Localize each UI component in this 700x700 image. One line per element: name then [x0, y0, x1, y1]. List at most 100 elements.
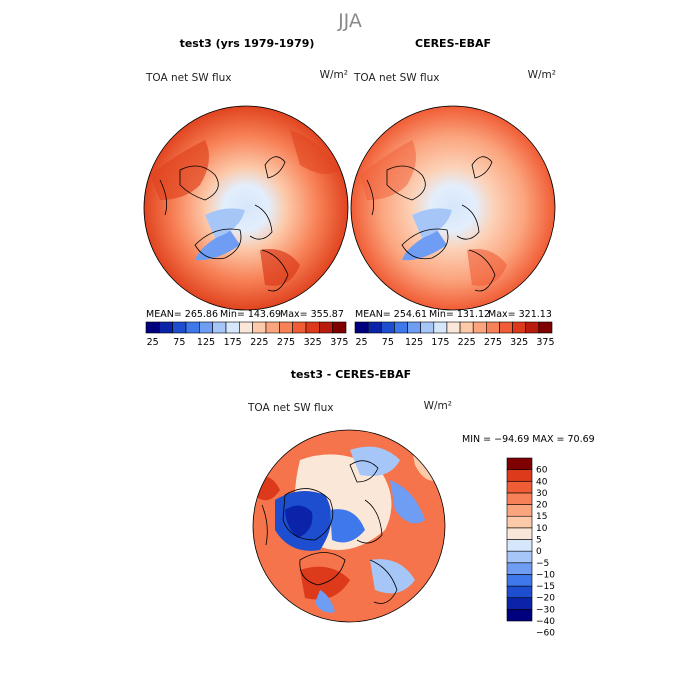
colorbar-swatch: [538, 321, 553, 334]
colorbar-swatch: [199, 321, 213, 334]
colorbar-swatch: [512, 321, 527, 334]
colorbar-swatch: [239, 321, 253, 334]
colorbar-tick-label: 375: [536, 337, 554, 348]
colorbar-tick-label: −60: [536, 629, 555, 639]
coastlines: [261, 460, 398, 604]
colorbar-swatch: [472, 321, 487, 334]
colorbar-tick-label: 20: [536, 501, 548, 511]
coastlines: [366, 156, 496, 292]
colorbar-swatch: [459, 321, 474, 334]
colorbar-tick-label: 10: [536, 524, 548, 534]
colorbar-swatch: [433, 321, 448, 334]
colorbar-tick-label: 60: [536, 466, 548, 476]
variable-label: TOA net SW flux: [247, 402, 333, 414]
stat-max: Max= 355.87: [280, 309, 344, 320]
colorbar-tick-label: 125: [405, 337, 423, 348]
panel-test3: test3 (yrs 1979-1979) TOA net SW flux W/…: [143, 37, 349, 348]
colorbar-swatch: [212, 321, 227, 334]
colorbar-swatch: [279, 321, 293, 334]
colorbar-swatch: [506, 469, 533, 482]
colorbar: 25 75 125 175 225 275 325 375: [145, 321, 348, 348]
colorbar-tick-label: 175: [224, 337, 242, 348]
colorbar-tick-label: 325: [304, 337, 322, 348]
colorbar-swatch: [499, 321, 513, 334]
colorbar-swatch: [407, 321, 421, 334]
colorbar-tick-label: 225: [250, 337, 268, 348]
colorbar-tick-label: 40: [536, 477, 548, 487]
colorbar-swatch: [506, 562, 533, 575]
colorbar-swatch: [506, 504, 533, 517]
colorbar-swatch: [506, 457, 533, 470]
colorbar-swatch: [159, 321, 173, 334]
colorbar-swatch: [446, 321, 461, 334]
colorbar-swatch: [354, 321, 369, 334]
colorbar-swatch: [506, 480, 533, 494]
units-label: W/m²: [320, 69, 348, 81]
colorbar-swatch: [506, 574, 533, 587]
panel-ceres-ebaf: CERES-EBAF TOA net SW flux W/m² MEAN= 25…: [350, 37, 556, 348]
colorbar-swatch: [420, 321, 435, 334]
colorbar-swatch: [225, 321, 240, 334]
stat-minmax: MIN = −94.69 MAX = 70.69: [462, 434, 595, 445]
colorbar-tick-label: 275: [277, 337, 295, 348]
colorbar-tick-label: 5: [536, 536, 542, 546]
colorbar-tick-label: −10: [536, 570, 555, 580]
panel-difference: test3 - CERES-EBAF TOA net SW flux W/m² …: [247, 368, 595, 639]
stat-max: Max= 321.13: [488, 309, 552, 320]
variable-label: TOA net SW flux: [145, 72, 231, 84]
colorbar-tick-label: 25: [147, 337, 159, 348]
colorbar-swatch: [265, 321, 280, 334]
colorbar-swatch: [305, 321, 320, 334]
colorbar-tick-label: −5: [536, 559, 549, 569]
colorbar-tick-label: 0: [536, 547, 542, 557]
polar-map: [350, 105, 556, 311]
colorbar-swatch: [185, 321, 200, 334]
colorbar-tick-label: 15: [536, 512, 547, 522]
figure-title: JJA: [337, 10, 362, 32]
panel-title: test3 (yrs 1979-1979): [180, 37, 315, 50]
colorbar-swatch: [145, 321, 160, 334]
stat-mean: MEAN= 254.61: [355, 309, 427, 320]
colorbar-swatch: [506, 527, 533, 540]
colorbar-swatch: [367, 321, 382, 334]
colorbar-tick-label: 325: [510, 337, 528, 348]
colorbar-swatch: [506, 492, 533, 505]
colorbar-tick-label: −30: [536, 605, 555, 615]
colorbar-swatch: [506, 609, 533, 622]
variable-label: TOA net SW flux: [353, 72, 439, 84]
colorbar-swatch: [506, 515, 533, 529]
polar-map: [143, 105, 349, 311]
colorbar-tick-label: 75: [382, 337, 394, 348]
colorbar-tick-label: −40: [536, 617, 555, 627]
colorbar-tick-label: 175: [431, 337, 449, 348]
colorbar-tick-label: 25: [356, 337, 368, 348]
stat-mean: MEAN= 265.86: [146, 309, 218, 320]
panel-title: test3 - CERES-EBAF: [291, 368, 411, 381]
colorbar-swatch: [394, 321, 408, 334]
coastlines: [159, 156, 289, 292]
colorbar-swatch: [506, 585, 533, 599]
colorbar-swatch: [506, 597, 533, 610]
colorbar-swatch: [486, 321, 500, 334]
colorbar-swatch: [172, 321, 187, 334]
colorbar-swatch: [506, 550, 533, 564]
stat-min: Min= 131.12: [429, 309, 490, 320]
colorbar-swatch: [319, 321, 333, 334]
colorbar-tick-label: 225: [458, 337, 476, 348]
panel-title: CERES-EBAF: [415, 37, 491, 50]
colorbar-swatch: [506, 539, 533, 552]
colorbar-swatch: [252, 321, 267, 334]
units-label: W/m²: [424, 400, 452, 412]
colorbar: 25 75 125 175 225 275 325 375: [354, 321, 555, 348]
colorbar-swatch: [292, 321, 307, 334]
polar-map: [252, 429, 446, 623]
colorbar-tick-label: 75: [173, 337, 185, 348]
colorbar-tick-label: 275: [484, 337, 502, 348]
colorbar-swatch: [380, 321, 395, 334]
units-label: W/m²: [528, 69, 556, 81]
stat-min: Min= 143.69: [220, 309, 281, 320]
colorbar-swatch: [525, 321, 540, 334]
colorbar-tick-label: −20: [536, 594, 555, 604]
